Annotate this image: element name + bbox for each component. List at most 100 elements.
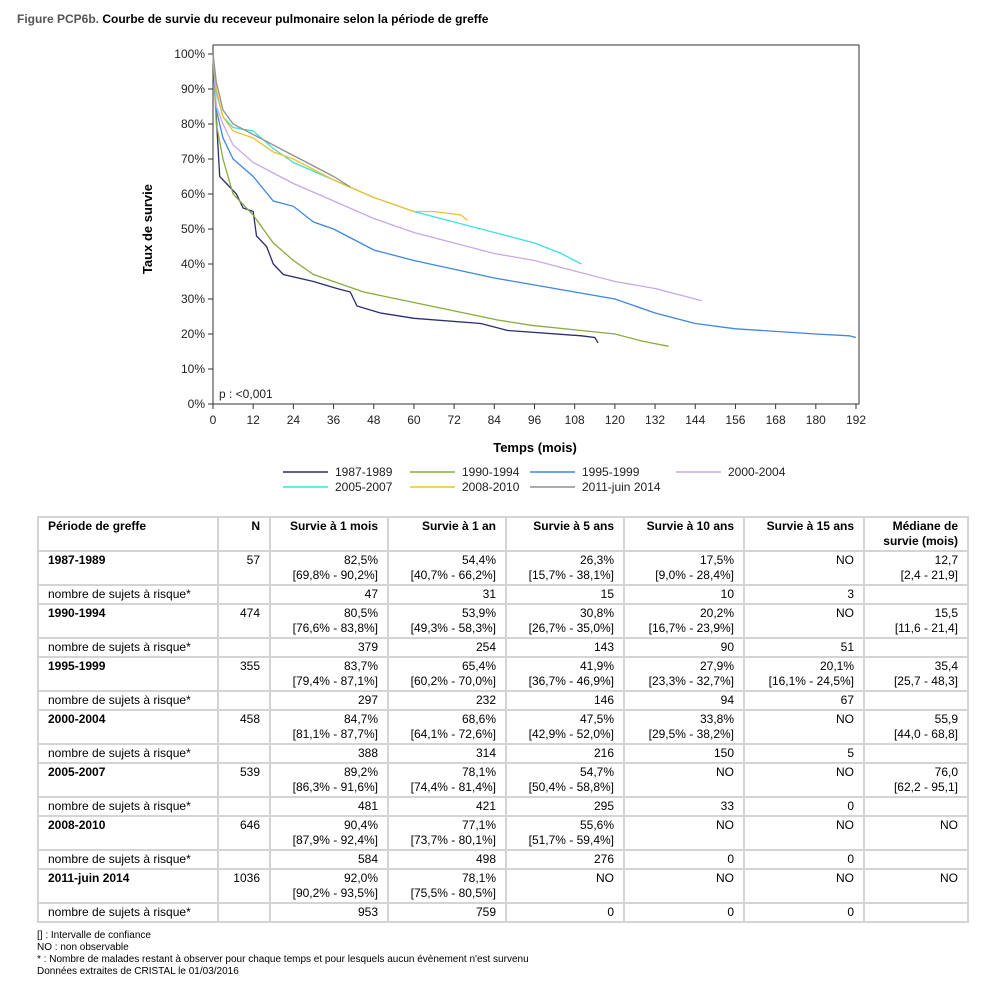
cell-text: nombre de sujets à risque* [48,640,191,654]
column-header: Médiane de survie (mois) [863,516,969,552]
cell-text: 295 [593,799,614,813]
cell-text: 55,9 [934,712,958,726]
y-tick-label: 90% [181,82,205,96]
cell-text: 474 [239,606,260,620]
empty-cell [217,902,271,923]
figure-title: Figure PCP6b. Courbe de survie du receve… [17,12,489,26]
risk-count: 584 [269,849,389,870]
cell-text: 0 [847,799,854,813]
cell-text: [42,9% - 52,0%] [528,727,614,741]
risk-count: 33 [623,796,745,817]
survival-cell: 82,5% [69,8% - 90,2%] [269,550,389,586]
risk-count: 297 [269,690,389,711]
cell-text: 2011-juin 2014 [48,871,130,885]
x-tick-label: 132 [645,413,665,427]
x-tick-label: 180 [806,413,826,427]
risk-count: 3 [743,584,865,605]
cell-text: 388 [357,746,378,760]
x-tick-label: 12 [247,413,261,427]
survival-cell: 83,7% [79,4% - 87,1%] [269,656,389,692]
survival-cell: 78,1% [74,4% - 81,4%] [387,762,507,798]
survival-table: Période de greffe N Survie à 1 mois Survie … [37,516,969,923]
table-row: 2008-2010 646 90,4% [87,9% - 92,4%] 77,1% [73… [37,815,969,851]
cell-text: 216 [593,746,614,760]
survival-cell: 92,0% [90,2% - 93,5%] [269,868,389,904]
cell-text: NO [836,606,854,620]
survival-cell: NO [743,550,865,586]
cell-text: [44,0 - 68,8] [893,727,958,741]
cell-text: 3 [847,587,854,601]
column-header: Survie à 15 ans [743,516,865,552]
cell-text: 57 [246,553,260,567]
cell-text: 421 [475,799,496,813]
survival-cell: NO [623,868,745,904]
risk-row: nombre de sujets à risque* 379 254 143 90 51 [37,637,969,658]
cell-text: 27,9% [699,659,734,673]
survival-cell: NO [743,762,865,798]
cell-text: [51,7% - 59,4%] [528,833,614,847]
survival-chart: 0% 10% 20% 30% 40% 50% 60% 70% 80% 90% 100% 0 12 24 36… [140,44,866,494]
survival-cell: 90,4% [87,9% - 92,4%] [269,815,389,851]
cell-text: [49,3% - 58,3%] [410,621,496,635]
cell-text: 83,7% [343,659,378,673]
period-cell: 2011-juin 2014 [37,868,219,904]
cell-text: 78,1% [461,765,496,779]
empty-cell [217,690,271,711]
empty-cell [217,637,271,658]
survival-cell: 47,5% [42,9% - 52,0%] [505,709,625,745]
risk-count: 481 [269,796,389,817]
cell-text: 953 [357,905,378,919]
risk-row: nombre de sujets à risque* 388 314 216 150 5 [37,743,969,764]
survival-cell: 55,6% [51,7% - 59,4%] [505,815,625,851]
survival-cell: 84,7% [81,1% - 87,7%] [269,709,389,745]
cell-text: 31 [482,587,496,601]
risk-count: 31 [387,584,507,605]
cell-text: Période de greffe [48,519,147,533]
cell-text: [16,1% - 24,5%] [768,674,854,688]
column-header: N [217,516,271,552]
cell-text: 0 [727,905,734,919]
y-tick-label: 70% [181,152,205,166]
period-cell: 2005-2007 [37,762,219,798]
cell-text: 90 [720,640,734,654]
y-tick-label: 40% [181,257,205,271]
survival-cell: 54,7% [50,4% - 58,8%] [505,762,625,798]
risk-label: nombre de sujets à risque* [37,690,219,711]
cell-text: NO [940,818,958,832]
cell-text: 51 [840,640,854,654]
x-tick-label: 36 [327,413,341,427]
legend-label: 2008-2010 [462,480,520,494]
cell-text: 47 [364,587,378,601]
cell-text: [76,6% - 83,8%] [292,621,378,635]
cell-text: 584 [357,852,378,866]
series-line-1990-1994 [212,53,669,347]
risk-count [863,637,969,658]
x-tick-label: 156 [725,413,745,427]
y-tick-label: 80% [181,117,205,131]
cell-text: [69,8% - 90,2%] [292,568,378,582]
survival-cell: 15,5 [11,6 - 21,4] [863,603,969,639]
cell-text: [74,4% - 81,4%] [410,780,496,794]
x-tick-label: 84 [488,413,502,427]
cell-text: 458 [239,712,260,726]
p-value-annotation: p : <0,001 [219,387,273,401]
cell-text: [87,9% - 92,4%] [292,833,378,847]
risk-count: 47 [269,584,389,605]
cell-text: 1036 [233,871,260,885]
risk-row: nombre de sujets à risque* 584 498 276 0 0 [37,849,969,870]
table-row: 1987-1989 57 82,5% [69,8% - 90,2%] 54,4% [40,… [37,550,969,586]
cell-text: [15,7% - 38,1%] [528,568,614,582]
cell-text: 77,1% [461,818,496,832]
period-cell: 2008-2010 [37,815,219,851]
plot-frame [212,44,860,405]
cell-text: 498 [475,852,496,866]
cell-text: 26,3% [579,553,614,567]
cell-text: 254 [475,640,496,654]
risk-count: 421 [387,796,507,817]
cell-text: 41,9% [579,659,614,673]
cell-text: 10 [720,587,734,601]
series-line-2000-2004 [212,53,703,302]
cell-text: 15 [600,587,614,601]
cell-text: 55,6% [579,818,614,832]
risk-count [863,902,969,923]
